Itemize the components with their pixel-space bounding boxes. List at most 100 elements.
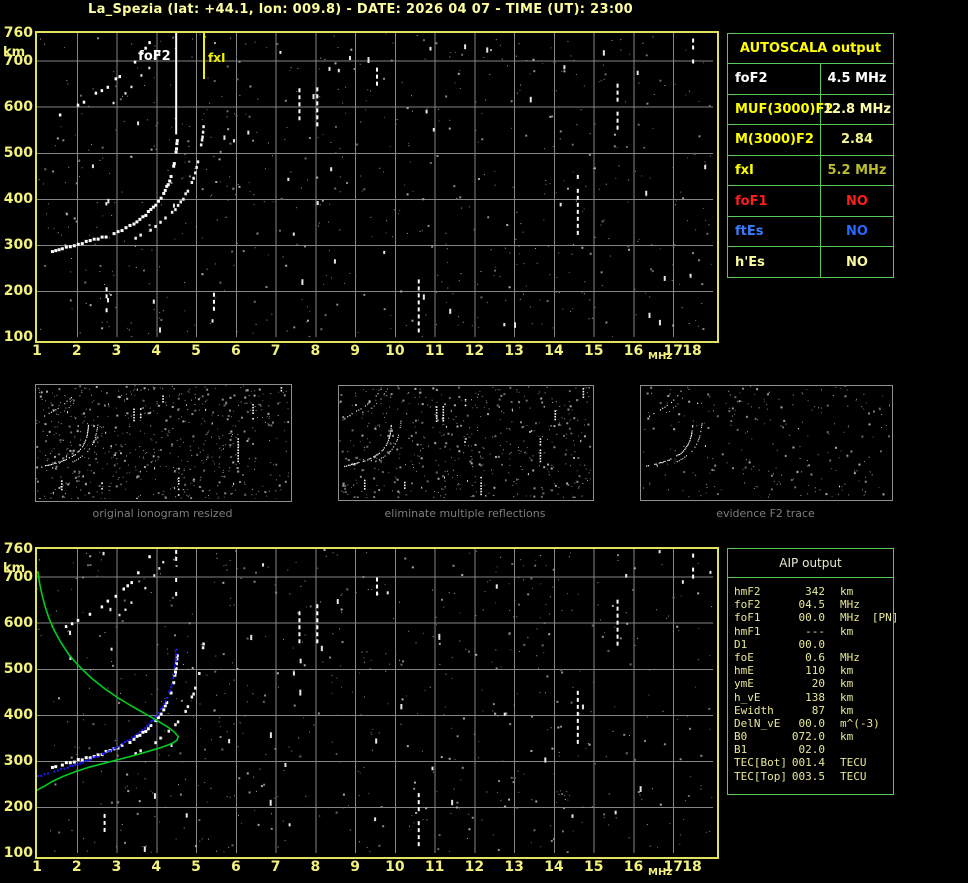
aip-row: B0 072.0 km (734, 730, 893, 743)
x-tick-label: 4 (151, 343, 162, 359)
x-tick-label: 13 (504, 859, 524, 875)
aip-row: hmE 110 km (734, 664, 893, 677)
autoscala-row: ftEs NO (728, 215, 893, 247)
y-tick-label: 760 (3, 25, 33, 41)
aip-row-value: 110 (805, 664, 825, 678)
aip-row-unit: MHz (840, 611, 860, 625)
thumbnail-canvas (36, 385, 291, 501)
x-tick-label: 10 (385, 859, 405, 875)
aip-row-value: 138 (805, 690, 825, 704)
aip-row: foE 0.6 MHz (734, 651, 893, 664)
y-tick-label: 400 (3, 706, 33, 723)
autoscala-row-label: M(3000)F2 (728, 125, 821, 155)
y-tick-label: 100 (3, 845, 33, 861)
aip-row-label: hmE (734, 664, 754, 678)
aip-row: Ewidth 87 km (734, 704, 893, 717)
bottom-ionogram-plot (35, 547, 719, 859)
x-tick-label: 13 (504, 343, 524, 359)
aip-row-value: 072.0 (791, 730, 825, 744)
x-tick-label: 12 (464, 859, 485, 875)
y-tick-label: 300 (3, 752, 33, 769)
autoscala-row-label: foF1 (728, 186, 821, 216)
thumbnail-eliminate-reflections (338, 385, 594, 501)
x-tick-label: 7 (270, 343, 281, 359)
autoscala-row-value: NO (846, 254, 868, 270)
x-tick-label: 3 (111, 859, 122, 875)
aip-row-value: 342 (805, 585, 825, 598)
autoscala-row-value: NO (846, 193, 868, 209)
aip-row: foF1 00.0 MHz [PN] (734, 611, 898, 625)
aip-row-label: DelN_vE (734, 716, 781, 730)
aip-row: TEC[Bot] 001.4 TECU (734, 756, 893, 769)
aip-row-unit: km (840, 690, 854, 704)
aip-row-value: 20 (811, 677, 825, 691)
y-tick-label: 200 (3, 798, 33, 815)
aip-row-label: ymE (734, 677, 754, 691)
autoscala-row-label: ftEs (728, 216, 821, 247)
x-tick-label: 2 (71, 859, 82, 875)
aip-row-label: foF1 (734, 611, 761, 625)
autoscala-row: h'Es NO (728, 246, 893, 278)
autoscala-row: foF1 NO (728, 185, 893, 216)
aip-row: hmF1 --- km (734, 625, 893, 638)
aip-rows: hmF2 342 km foF2 04.5 MHz foF1 00.0 MHz [PN] hmF1 -… (728, 578, 898, 783)
y-tick-label: 500 (3, 660, 33, 677)
x-tick-label: 15 (583, 343, 604, 359)
fxl-marker-label: fxI (208, 51, 225, 65)
aip-row: TEC[Top] 003.5 TECU (734, 770, 893, 783)
y-tick-label: 300 (3, 236, 33, 253)
aip-row-unit: km (840, 730, 854, 744)
autoscala-row: M(3000)F2 2.84 (728, 124, 893, 155)
page-title: La_Spezia (lat: +44.1, lon: 009.8) - DAT… (88, 2, 634, 17)
x-tick-label: 12 (464, 343, 485, 359)
x-tick-label: 11 (424, 859, 445, 875)
aip-row-unit: MHz (840, 650, 860, 664)
aip-table-header: AIP output (728, 549, 893, 578)
top-ionogram-plot: foF2 fxI (35, 31, 719, 343)
aip-row-label: foF2 (734, 598, 761, 612)
aip-row-value: 0.6 (805, 650, 825, 664)
aip-row-label: TEC[Bot] (734, 756, 787, 770)
aip-row-label: hmF1 (734, 624, 761, 638)
x-tick-label: 14 (544, 343, 564, 359)
aip-row-value: 00.0 (798, 637, 826, 651)
aip-row-label: Ewidth (734, 703, 774, 717)
x-tick-label: 17 (663, 859, 683, 875)
y-tick-label: 760 (3, 541, 33, 557)
aip-row-unit: km (840, 703, 854, 717)
x-tick-label: 4 (151, 859, 162, 875)
x-tick-label: 14 (544, 859, 564, 875)
aip-row-unit: TECU (840, 769, 867, 783)
x-tick-label: 15 (583, 859, 604, 875)
x-tick-label: 1 (32, 343, 42, 359)
x-tick-label: 1 (32, 859, 42, 875)
aip-output-table: AIP output hmF2 342 km foF2 04.5 MHz foF1 00.0 M… (727, 548, 898, 795)
x-tick-label: 17 (663, 343, 683, 359)
aip-row: D1 00.0 (734, 638, 893, 651)
top-ionogram-canvas: foF2 fxI (37, 33, 713, 337)
autoscala-row: MUF(3000)F2 12.8 MHz (728, 93, 893, 125)
aip-row-value: 87 (811, 703, 825, 717)
aip-row-value: 00.0 (798, 611, 826, 625)
x-axis-unit: MHz (648, 351, 673, 362)
y-axis-unit: km (3, 45, 26, 60)
autoscala-output-table: AUTOSCALA output foF2 4.5 MHz MUF(3000)F2 1… (727, 33, 894, 278)
thumbnail-original-ionogram (35, 384, 292, 502)
x-tick-label: 6 (230, 859, 241, 875)
aip-row-label: D1 (734, 637, 748, 651)
autoscala-rows: foF2 4.5 MHz MUF(3000)F2 12.8 MHz M(3000)F2 2… (728, 63, 893, 278)
x-tick-label: 2 (71, 343, 82, 359)
bottom-ionogram-canvas (37, 549, 713, 853)
aip-row-label: foE (734, 650, 754, 664)
aip-row: ymE 20 km (734, 677, 893, 690)
aip-row-unit: km (840, 624, 854, 638)
aip-row-label: h_vE (734, 690, 761, 704)
y-tick-label: 600 (3, 98, 33, 115)
aip-row: hmF2 342 km (734, 585, 893, 598)
x-tick-label: 3 (111, 343, 122, 359)
autoscala-row-label: h'Es (728, 247, 821, 278)
x-tick-label: 18 (682, 859, 702, 875)
x-tick-label: 18 (682, 343, 702, 359)
thumbnail-evidence-f2 (640, 385, 893, 501)
